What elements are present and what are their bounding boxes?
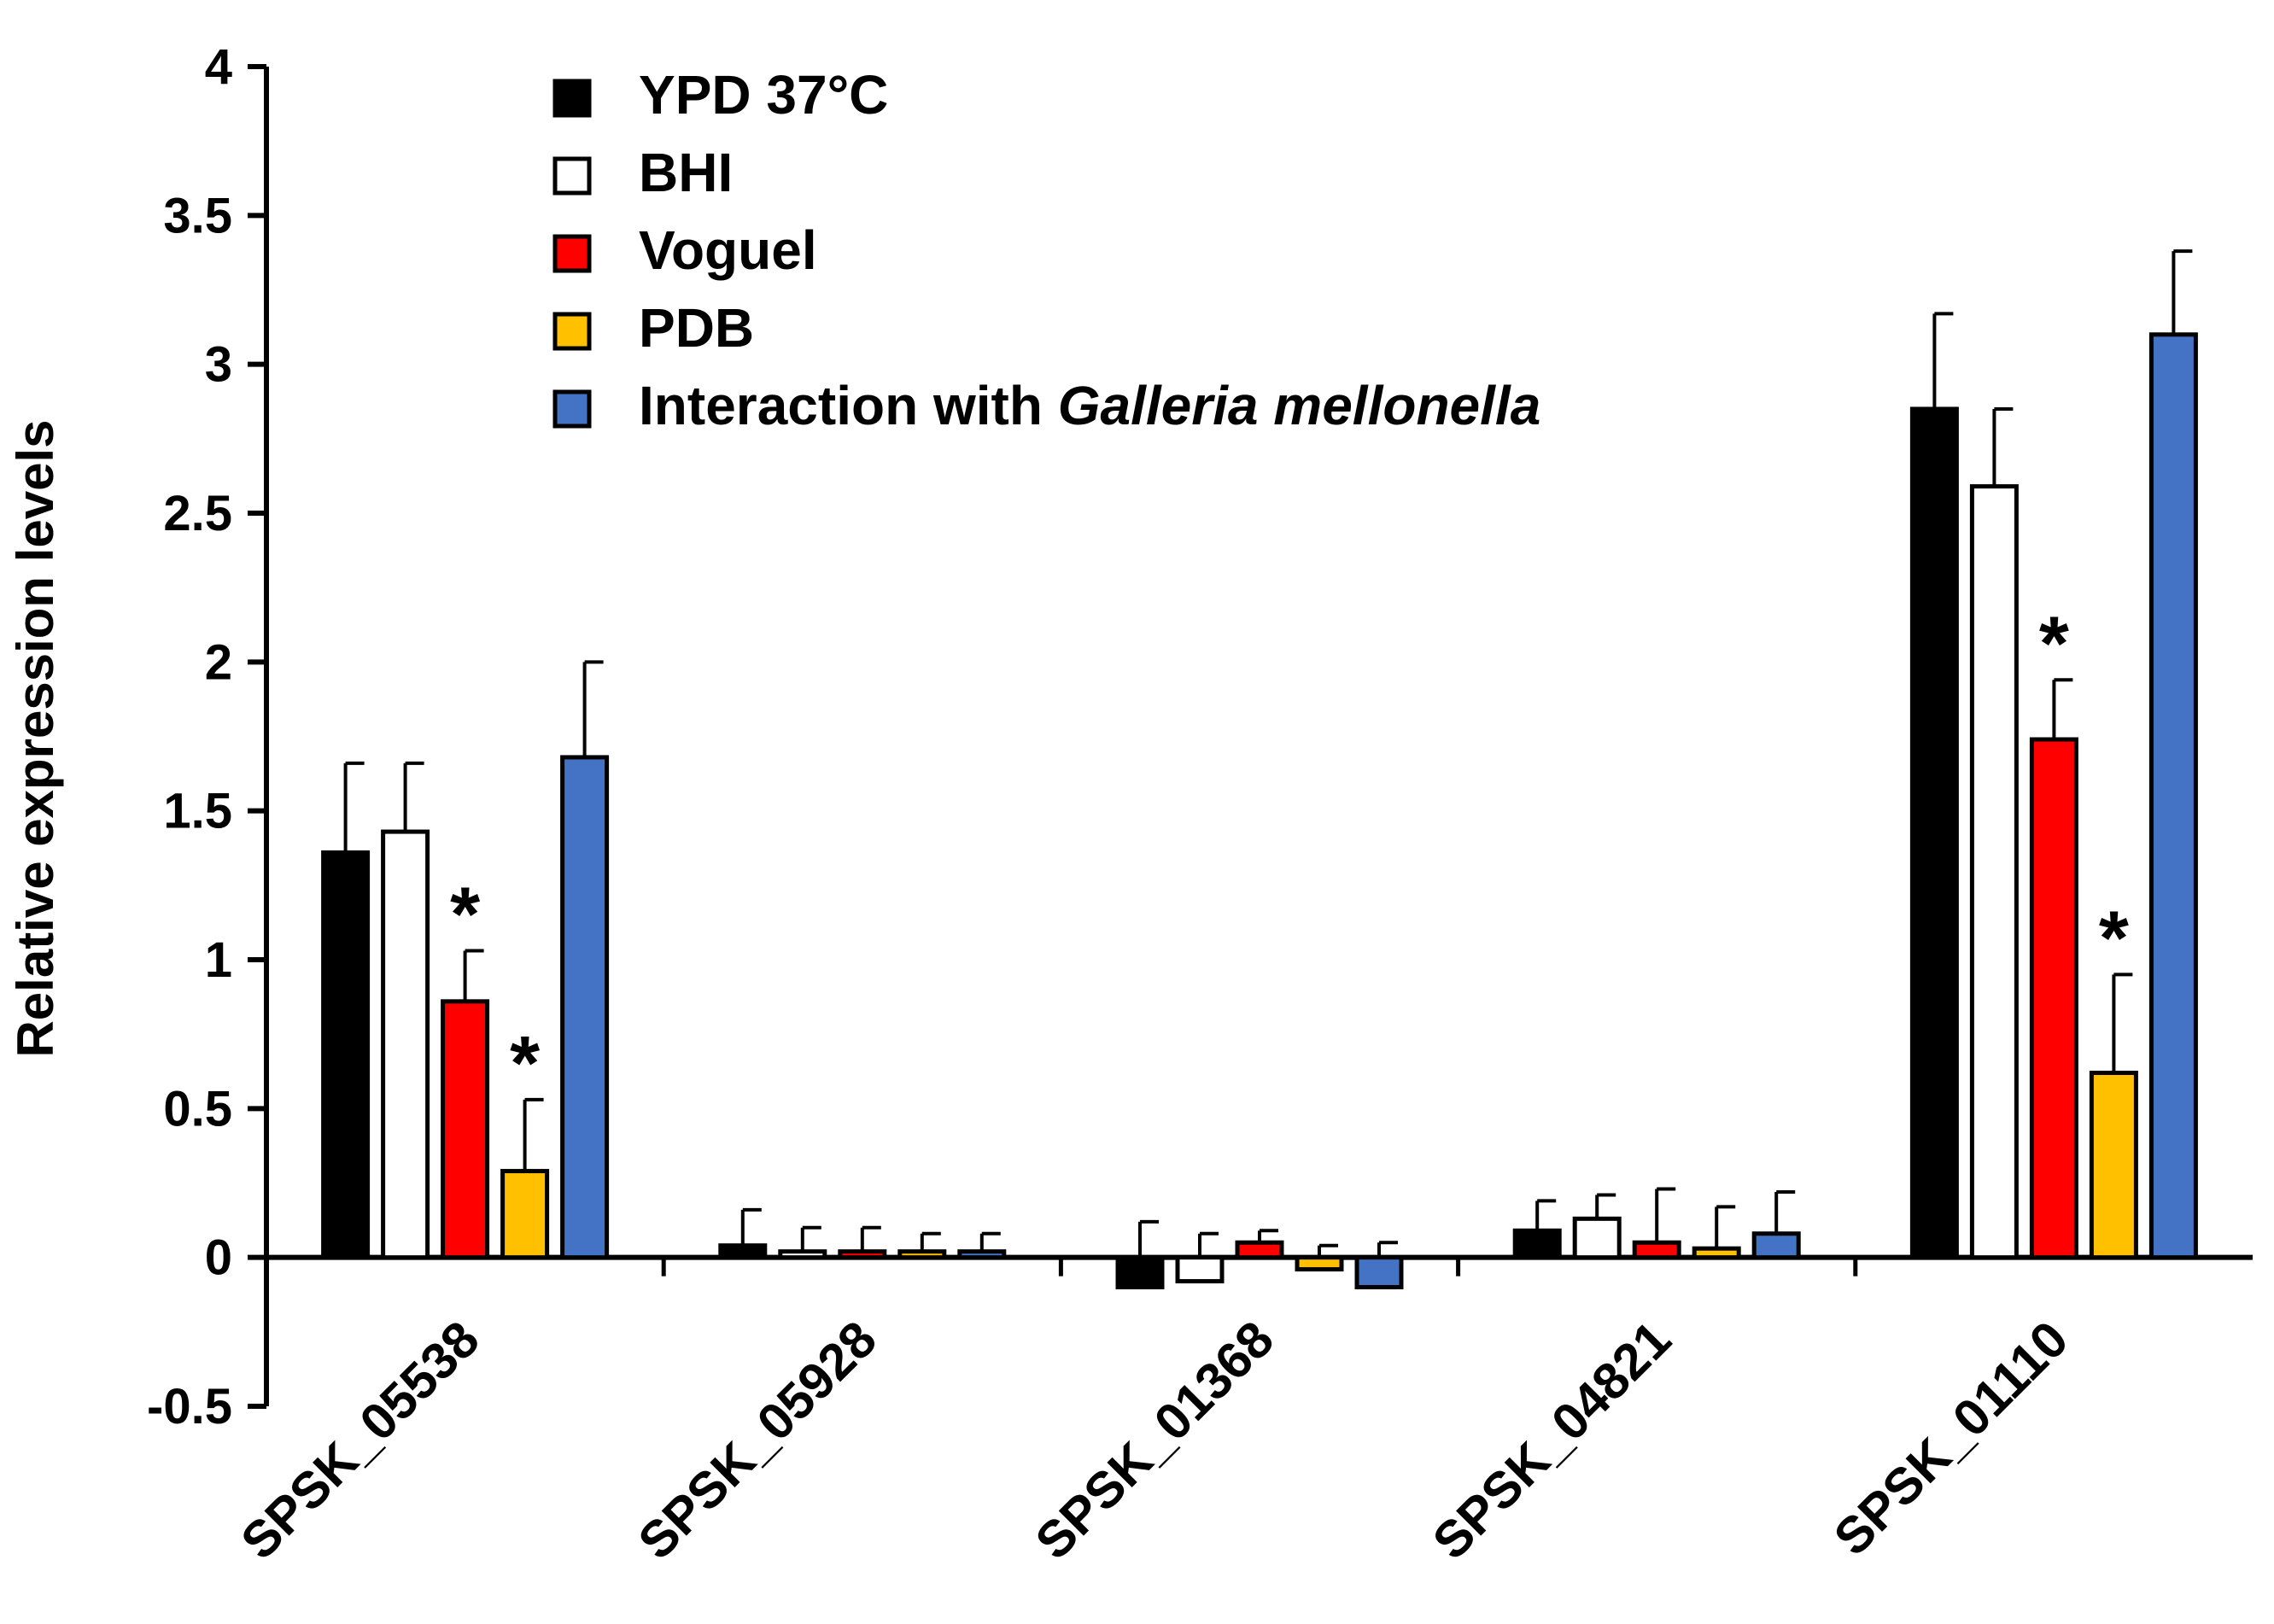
bar — [1692, 1246, 1741, 1260]
y-tick-label: 0 — [205, 1230, 232, 1286]
y-tick-label: 2 — [205, 634, 232, 690]
legend-label: BHI — [639, 142, 733, 203]
legend-swatch — [552, 234, 592, 273]
x-tick-label: SPSK_05928 — [628, 1310, 887, 1569]
y-tick-label: 4 — [205, 39, 232, 95]
y-axis-label: Relative expression levels — [7, 419, 64, 1057]
bar — [838, 1249, 887, 1260]
y-tick-label: 3.5 — [163, 188, 232, 243]
bar — [957, 1249, 1007, 1260]
y-tick-label: 1.5 — [163, 784, 232, 839]
y-tick-label: 2.5 — [163, 486, 232, 541]
bar — [1175, 1255, 1225, 1284]
bar — [381, 829, 430, 1260]
legend-swatch — [552, 312, 592, 351]
legend: YPD 37°C BHI Voguel PDB Interaction with Gal… — [552, 64, 1540, 436]
bar — [2148, 332, 2198, 1260]
x-tick-label: SPSK_01368 — [1025, 1310, 1284, 1569]
bar — [2089, 1070, 2138, 1260]
bar — [1632, 1240, 1681, 1260]
significance-star: * — [450, 873, 480, 958]
bar — [1969, 484, 2019, 1260]
bar — [2029, 737, 2078, 1260]
legend-label: Voguel — [639, 219, 817, 281]
legend-label: Interaction with Galleria mellonella — [639, 375, 1540, 436]
bar — [1235, 1240, 1284, 1260]
bar — [1751, 1231, 1801, 1260]
y-tick-label: 1 — [205, 932, 232, 988]
bars-layer — [321, 249, 2198, 1290]
bar — [1115, 1255, 1165, 1290]
legend-label: PDB — [639, 297, 754, 359]
bar — [441, 999, 490, 1260]
legend-swatch — [552, 389, 592, 429]
bar — [778, 1249, 827, 1260]
bar — [718, 1243, 768, 1260]
x-tick-label: SPSK_04821 — [1422, 1310, 1681, 1569]
bar — [1354, 1255, 1404, 1290]
significance-star: * — [510, 1021, 540, 1107]
bar — [1295, 1255, 1344, 1272]
y-tick-label: -0.5 — [147, 1379, 232, 1434]
significance-star: * — [2099, 896, 2129, 981]
legend-swatch — [552, 156, 592, 196]
labels-layer: 43.532.521.510.50-0.5**SPSK_05538 SPSK_05… — [147, 39, 2129, 1570]
y-tick-label: 3 — [205, 337, 232, 393]
bar — [500, 1169, 550, 1260]
bar — [897, 1249, 947, 1260]
bar — [321, 850, 371, 1260]
y-tick-label: 0.5 — [163, 1081, 232, 1136]
significance-star: * — [2039, 601, 2069, 686]
x-tick-label: SPSK_01110 — [1823, 1310, 2079, 1566]
bar — [560, 755, 610, 1260]
bar — [1512, 1228, 1562, 1260]
legend-swatch — [552, 79, 592, 118]
legend-label: YPD 37°C — [639, 64, 888, 126]
bar — [1572, 1216, 1622, 1260]
bar — [1909, 406, 1959, 1260]
